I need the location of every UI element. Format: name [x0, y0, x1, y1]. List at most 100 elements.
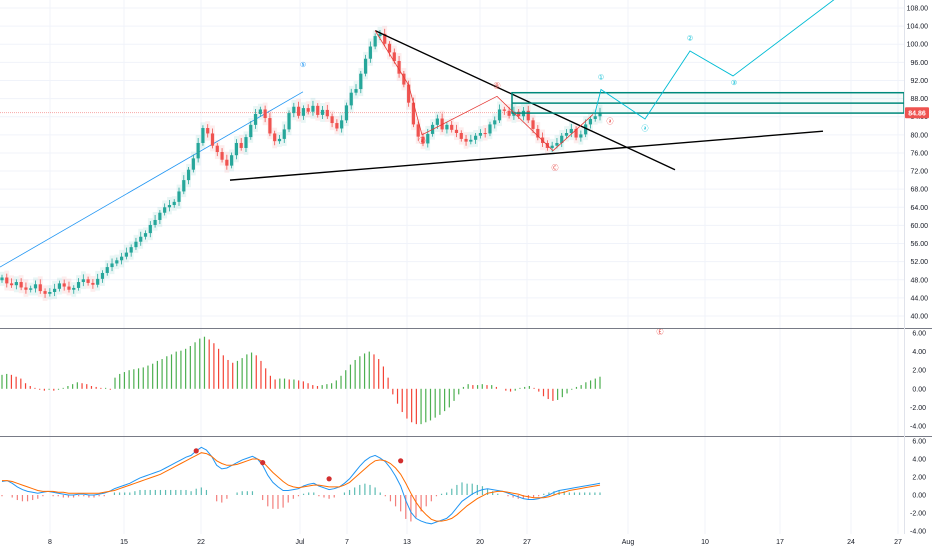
candle-body — [454, 129, 459, 134]
candle-body — [105, 267, 109, 273]
candle-body — [560, 135, 564, 143]
candle-body — [148, 224, 152, 234]
candle-body — [19, 282, 23, 288]
candle-body — [210, 133, 215, 146]
candle-body — [383, 33, 387, 44]
macd-cross-marker — [193, 448, 199, 454]
price-tick-label: 104.00 — [907, 24, 929, 31]
wave-label-b: Ⓑ — [494, 82, 501, 90]
date-tick-label: 27 — [894, 539, 902, 546]
macd-tick-label: 6.00 — [912, 439, 926, 446]
candle-body — [96, 278, 100, 285]
candle-body — [81, 279, 85, 283]
date-tick-label: 10 — [701, 539, 709, 546]
price-tick-label: 40.00 — [910, 314, 928, 321]
price-tick-label: 76.00 — [910, 150, 928, 157]
date-tick-label: 15 — [120, 539, 128, 546]
macd-cross-marker — [326, 476, 332, 482]
candle-body — [325, 109, 329, 117]
candle-body — [110, 263, 114, 268]
candle-body — [387, 43, 392, 53]
candle-body — [9, 283, 14, 286]
date-tick-label: 20 — [476, 539, 484, 546]
macd-tick-label: 0.00 — [912, 493, 926, 500]
candle-body — [14, 282, 18, 286]
candle-body — [478, 133, 482, 136]
price-tick-label: 52.00 — [910, 259, 928, 266]
candle-body — [53, 288, 57, 292]
candle-body — [38, 284, 42, 292]
candle-body — [191, 158, 195, 170]
price-tick-label: 56.00 — [910, 241, 928, 248]
candle-body — [397, 60, 401, 74]
candle-body — [598, 112, 602, 117]
ao-tick-label: 0.00 — [912, 386, 926, 393]
candle-body — [464, 138, 468, 142]
candle-body — [282, 129, 286, 139]
wave-label-a-top: ⓐ — [607, 118, 614, 126]
candle-body — [416, 124, 420, 137]
price-tick-label: 100.00 — [907, 42, 929, 49]
candle-body — [292, 106, 296, 114]
wave-label-proj-3: ③ — [731, 79, 737, 87]
price-tick-label: 44.00 — [910, 295, 928, 302]
candle-body — [517, 111, 521, 117]
price-tick-label: 72.00 — [910, 169, 928, 176]
candle-body — [263, 109, 267, 119]
candle-body — [301, 108, 305, 116]
candle-body — [273, 133, 277, 142]
candle-body — [167, 205, 172, 208]
ao-tick-label: 2.00 — [912, 368, 926, 375]
date-tick-label: 17 — [776, 539, 784, 546]
candle-body — [584, 124, 588, 135]
date-tick-label: 13 — [403, 539, 411, 546]
wave-label-a-low: ⓐ — [419, 137, 426, 145]
date-tick-label: 8 — [48, 539, 52, 546]
candle-body — [502, 109, 506, 111]
macd-tick-label: 4.00 — [912, 457, 926, 464]
candle-body — [115, 260, 119, 264]
candle-body — [373, 36, 377, 47]
candle-body — [258, 109, 262, 114]
candle-body — [91, 282, 95, 285]
candle-body — [459, 133, 463, 139]
candle-body — [139, 236, 143, 242]
candle-body — [215, 145, 219, 153]
candle-body — [526, 110, 530, 121]
date-tick-label: 27 — [523, 539, 531, 546]
candle-body — [129, 247, 133, 253]
ao-histogram-layer — [1, 336, 601, 425]
price-tick-label: 80.00 — [910, 132, 928, 139]
candle-body — [402, 73, 406, 85]
candle-body — [311, 105, 315, 112]
candle-body — [368, 46, 372, 59]
candle-body — [493, 120, 497, 125]
candle-body — [177, 191, 181, 202]
candle-body — [335, 123, 339, 129]
wave-label-c: Ⓒ — [552, 164, 559, 172]
annotation-under-layer — [0, 91, 904, 268]
macd-tick-label: -4.00 — [910, 529, 926, 536]
candle-body — [163, 207, 167, 213]
candle-body — [43, 291, 47, 294]
candle-body — [124, 252, 128, 257]
wave-label-5: ⑤ — [300, 61, 306, 69]
candle-body — [234, 142, 239, 156]
candle-body — [57, 283, 62, 289]
candle-body — [186, 169, 191, 181]
macd-layer — [1, 446, 601, 525]
last-price-tag-background — [905, 107, 929, 119]
last-price-label: 84.86 — [908, 110, 926, 117]
candle-body — [153, 219, 157, 225]
candle-body — [306, 108, 310, 112]
rising-trendline — [0, 91, 304, 268]
candle-body — [72, 287, 76, 290]
candle-body — [421, 136, 425, 144]
price-tick-label: 60.00 — [910, 223, 928, 230]
candle-body — [569, 128, 573, 134]
candle-body — [225, 159, 229, 166]
candle-body — [244, 137, 248, 148]
support-trendline — [229, 130, 824, 181]
candle-body — [316, 105, 320, 115]
